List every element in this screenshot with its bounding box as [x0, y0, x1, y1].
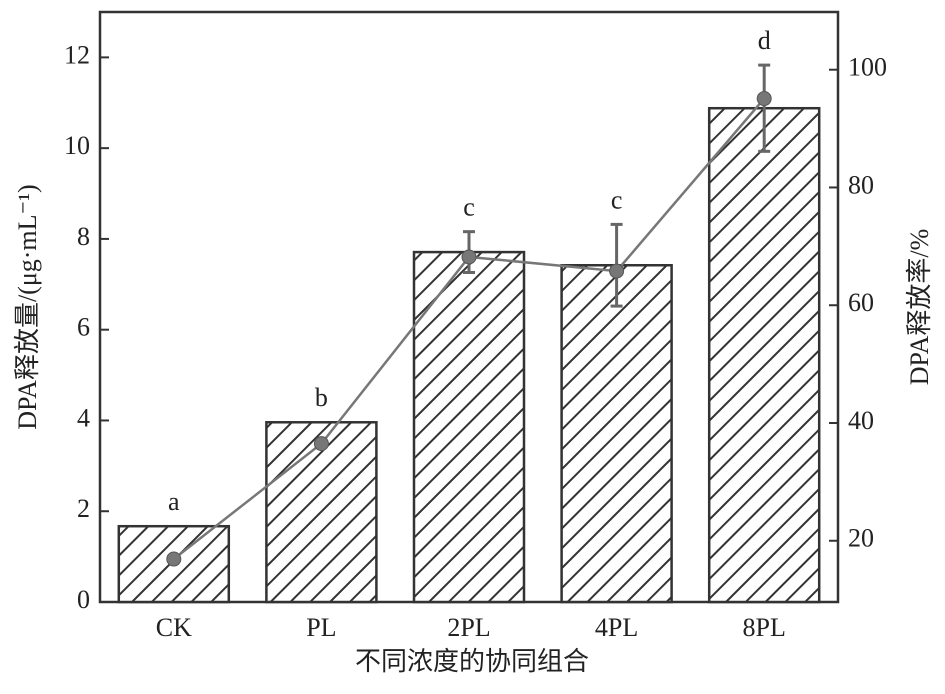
- y-tick-label: 4: [77, 403, 90, 432]
- rate-point: [609, 263, 625, 279]
- rate-point: [166, 551, 182, 567]
- y-tick-label: 12: [64, 40, 90, 69]
- y2-tick-label: 80: [848, 170, 874, 199]
- significance-letter: c: [463, 193, 475, 222]
- y-tick-label: 8: [77, 222, 90, 251]
- y2-tick-label: 20: [848, 524, 874, 553]
- x-tick-label: PL: [306, 613, 336, 642]
- x-tick-label: 8PL: [743, 613, 786, 642]
- y-axis-label: DPA释放量/(μg·mL⁻¹): [13, 184, 42, 429]
- significance-letter: d: [758, 26, 771, 55]
- y-tick-label: 6: [77, 313, 90, 342]
- significance-letter: b: [315, 383, 328, 412]
- bar: [560, 263, 673, 604]
- rate-point: [756, 91, 772, 107]
- significance-letter: c: [611, 185, 623, 214]
- error-bar: [758, 63, 771, 153]
- significance-letter: a: [168, 487, 180, 516]
- bar: [265, 421, 378, 604]
- x-tick-label: 4PL: [595, 613, 638, 642]
- y-tick-label: 0: [77, 585, 90, 614]
- bar: [707, 106, 821, 604]
- y-tick-label: 2: [77, 494, 90, 523]
- y-tick-label: 10: [64, 131, 90, 160]
- y2-tick-label: 60: [848, 288, 874, 317]
- rate-point: [461, 249, 477, 265]
- x-tick-label: CK: [156, 613, 192, 642]
- x-axis-label: 不同浓度的协同组合: [355, 647, 589, 676]
- y2-tick-label: 100: [848, 53, 887, 82]
- y2-axis-label: DPA释放率/%: [905, 229, 934, 386]
- rate-point: [313, 436, 329, 452]
- y2-tick-label: 40: [848, 406, 874, 435]
- x-tick-label: 2PL: [447, 613, 490, 642]
